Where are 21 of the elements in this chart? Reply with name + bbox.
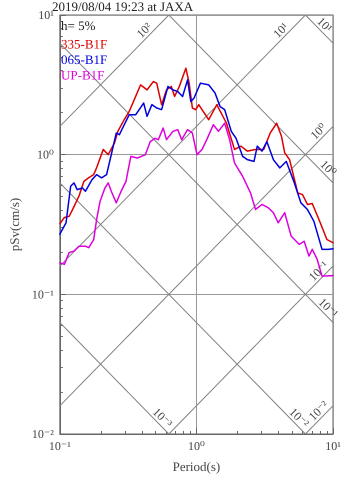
annotation: 10² xyxy=(134,20,155,41)
y-tick-label: 10⁻² xyxy=(32,427,54,441)
annotation: 10¹ xyxy=(314,14,336,36)
annotation: 10⁻¹ xyxy=(306,258,332,284)
annotation: 10⁰ xyxy=(317,157,340,180)
y-tick-label: 10⁰ xyxy=(37,148,54,162)
y-tick-label: 10⁻¹ xyxy=(32,287,54,302)
x-tick-label: 10⁰ xyxy=(188,439,206,453)
text: UP-B1F xyxy=(61,68,104,82)
text: 065-B1F xyxy=(61,52,108,67)
annotation: 10⁰ xyxy=(308,120,330,142)
chart-title: 2019/08/04 19:23 at JAXA xyxy=(52,0,194,14)
text: 335-B1F xyxy=(61,36,108,52)
x-tick-label: 10¹ xyxy=(325,439,342,453)
annotation: 10⁻³ xyxy=(150,404,176,431)
annotation: 10⁻¹ xyxy=(316,295,342,321)
x-tick-label: 10⁻¹ xyxy=(48,439,72,453)
y-axis-title: pSv(cm/s) xyxy=(7,198,22,252)
annotation: h= 5% xyxy=(61,18,96,33)
annotation: 10¹ xyxy=(270,20,292,41)
x-axis-title: Period(s) xyxy=(172,459,220,474)
